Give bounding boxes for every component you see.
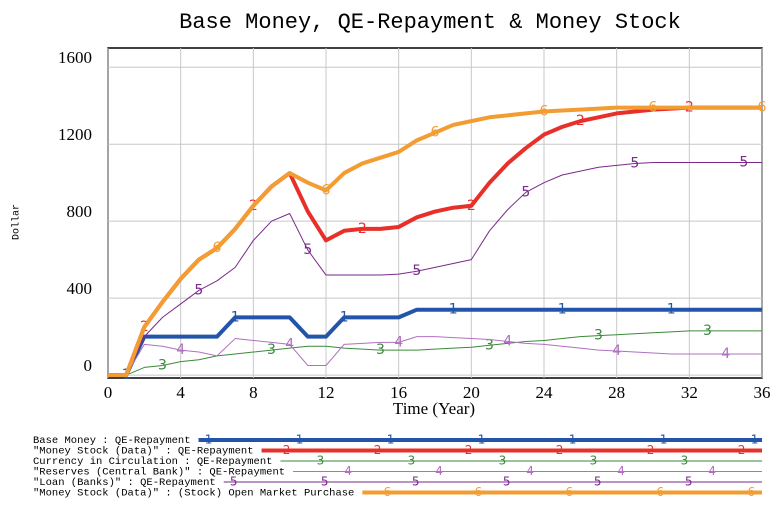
x-tick-label: 8 (249, 383, 258, 402)
legend-marker: 3 (590, 454, 598, 468)
series-marker: 5 (630, 155, 639, 171)
series-marker: 4 (394, 334, 403, 350)
legend-label: "Money Stock (Data)" : QE-Repayment (33, 445, 254, 457)
series-marker: 2 (467, 198, 476, 214)
series-line (108, 105, 762, 378)
series-marker: 5 (739, 154, 748, 170)
legend-marker: 6 (748, 485, 756, 499)
series-marker: 3 (158, 357, 167, 373)
series-marker: 2 (358, 221, 367, 237)
series-marker: 3 (376, 342, 385, 358)
y-axis-label: Dollar (11, 204, 23, 240)
series-marker: 6 (322, 182, 331, 198)
x-tick-label: 36 (754, 383, 771, 402)
legend-marker: 2 (738, 443, 746, 457)
series-marker: 3 (485, 337, 494, 353)
legend-marker: 4 (617, 464, 625, 478)
series-marker: 4 (721, 346, 730, 362)
x-tick-label: 12 (318, 383, 335, 402)
legend-label: Base Money : QE-Repayment (33, 435, 191, 447)
y-tick-label: 0 (84, 356, 93, 375)
series-marker: 1 (667, 302, 676, 318)
legend-marker: 1 (205, 433, 213, 447)
legend-marker: 5 (594, 475, 602, 489)
x-tick-label: 4 (176, 383, 185, 402)
legend-marker: 6 (384, 485, 392, 499)
series-marker: 3 (703, 323, 712, 339)
legend-marker: 3 (499, 454, 507, 468)
legend-marker: 1 (660, 433, 668, 447)
series-marker: 4 (285, 336, 294, 352)
series-line (108, 161, 762, 376)
series-marker: 4 (612, 343, 621, 359)
y-tick-label: 800 (67, 202, 93, 221)
legend-marker: 3 (408, 454, 416, 468)
legend-marker: 4 (435, 464, 443, 478)
series-marker: 5 (303, 242, 312, 258)
x-axis-label: Time (Year) (393, 399, 475, 418)
x-tick-label: 16 (390, 383, 407, 402)
legend-marker: 2 (556, 443, 564, 457)
x-tick-label: 24 (536, 383, 554, 402)
series-marker: 5 (194, 282, 203, 298)
legend-label: "Reserves (Central Bank)" : QE-Repayment (33, 466, 285, 478)
series-line (108, 307, 762, 378)
legend-marker: 4 (708, 464, 716, 478)
chart-title: Base Money, QE-Repayment & Money Stock (179, 10, 681, 35)
legend-marker: 5 (412, 475, 420, 489)
series-marker: 1 (231, 309, 240, 325)
legend-label: Currency in Circulation : QE-Repayment (33, 456, 272, 468)
legend-marker: 2 (283, 443, 291, 457)
legend-marker: 2 (374, 443, 382, 457)
legend-marker: 3 (317, 454, 325, 468)
series-marker: 6 (431, 125, 440, 141)
series-marker: 6 (213, 240, 222, 256)
series-line (108, 336, 762, 376)
legend-marker: 5 (230, 475, 238, 489)
legend-marker: 2 (647, 443, 655, 457)
legend-marker: 5 (685, 475, 693, 489)
legend-marker: 5 (503, 475, 511, 489)
series-marker: 3 (594, 328, 603, 344)
series-marker: 3 (267, 342, 276, 358)
x-tick-label: 28 (608, 383, 625, 402)
series-marker: 6 (540, 103, 549, 119)
x-tick-label: 0 (104, 383, 113, 402)
legend-marker: 6 (475, 485, 483, 499)
legend-label: "Money Stock (Data)" : (Stock) Open Mark… (33, 487, 354, 499)
series-marker: 2 (576, 113, 585, 129)
legend-marker: 5 (321, 475, 329, 489)
series-marker: 6 (758, 100, 767, 116)
legend-label: "Loan (Banks)" : QE-Repayment (33, 477, 216, 489)
series-marker: 1 (558, 302, 567, 318)
series-marker: 5 (412, 263, 421, 279)
legend-marker: 4 (344, 464, 352, 478)
series-marker: 5 (521, 184, 530, 200)
legend-marker: 3 (681, 454, 689, 468)
series-marker: 1 (340, 309, 349, 325)
y-tick-label: 1200 (58, 125, 92, 144)
y-tick-label: 1600 (58, 48, 92, 67)
x-tick-label: 20 (463, 383, 480, 402)
series-marker: 6 (649, 100, 658, 116)
legend-marker: 1 (751, 433, 759, 447)
y-tick-label: 400 (67, 279, 93, 298)
legend-marker: 4 (526, 464, 534, 478)
legend-marker: 6 (657, 485, 665, 499)
series-marker: 4 (503, 333, 512, 349)
legend-marker: 1 (296, 433, 304, 447)
legend-marker: 1 (569, 433, 577, 447)
legend-marker: 6 (566, 485, 574, 499)
legend-marker: 1 (478, 433, 486, 447)
series-marker: 4 (176, 342, 185, 358)
x-tick-label: 32 (681, 383, 698, 402)
legend-marker: 2 (465, 443, 473, 457)
series-marker: 1 (449, 302, 458, 318)
legend-marker: 1 (387, 433, 395, 447)
